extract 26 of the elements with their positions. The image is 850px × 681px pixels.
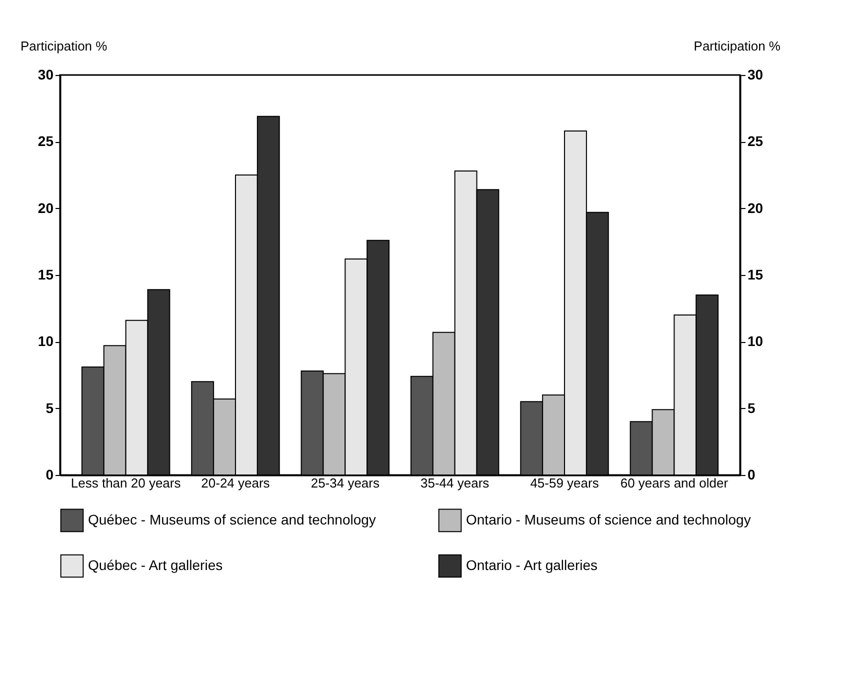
y2-tick-label: 10 [748,333,764,350]
x-tick-label: Less than 20 years [70,476,182,490]
legend-label: Québec - Art galleries [88,557,223,573]
y2-tick-label: 5 [748,400,756,416]
y2-tick-label: 15 [748,266,764,282]
x-tick-label: 25-34 years [310,476,380,490]
x-tick-label: 20-24 years [201,476,270,490]
y-tick-label: 0 [46,466,54,482]
y-tick-label: 15 [38,266,54,282]
x-tick-label: 35-44 years [420,476,490,490]
legend-label: Ontario - Art galleries [466,557,598,573]
legend-label: Québec - Museums of science and technology [88,511,376,528]
y-tick-label: 5 [46,400,54,416]
x-tick-label: 45-59 years [530,476,600,490]
legend-label: Ontario - Museums of science and technology [466,511,751,528]
y2-tick-label: 30 [748,66,764,82]
x-tick-label: 60 years and older [620,476,729,490]
y2-tick-label: 25 [748,133,764,150]
y-axis-title: Participation % [20,38,108,54]
y2-tick-label: 20 [748,200,764,216]
y-tick-label: 25 [38,133,54,150]
y-tick-label: 20 [38,200,54,216]
y-tick-label: 30 [38,66,54,82]
y-tick-label: 10 [38,333,54,350]
y2-axis-title: Participation % [694,38,781,54]
y2-tick-label: 0 [748,466,756,482]
